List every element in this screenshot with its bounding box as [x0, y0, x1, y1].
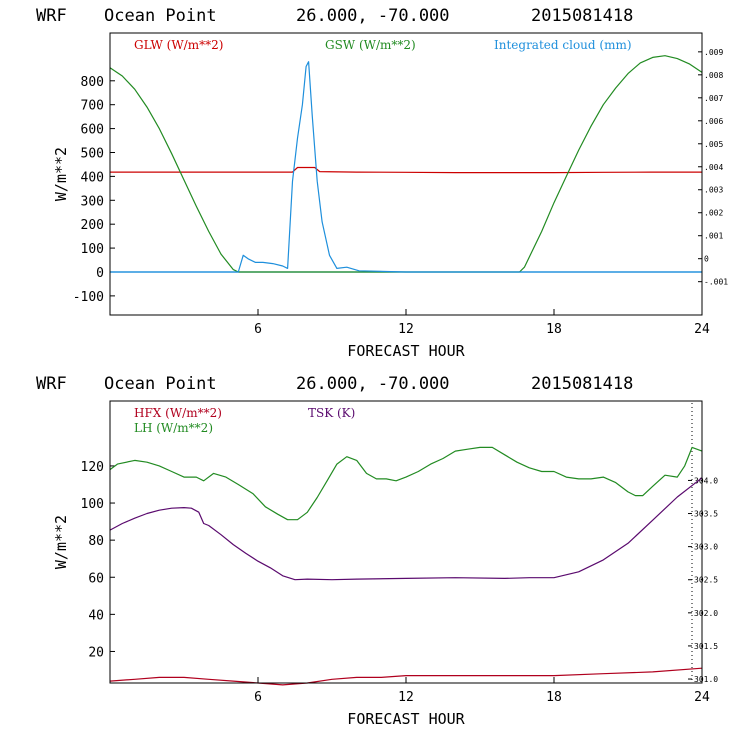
panel2-header-location: Ocean Point	[104, 374, 217, 394]
series-line-integrated-cloud	[110, 61, 702, 273]
right-tick-label: .004	[704, 163, 723, 172]
x-tick-label: 12	[398, 690, 414, 705]
panel2-y-ticks: 20 40 60 80 100 120	[81, 460, 115, 660]
right-tick-label: .007	[704, 94, 723, 103]
panel1-header-location: Ocean Point	[104, 6, 217, 26]
x-tick-label: 18	[546, 322, 562, 337]
panel1-header-model: WRF	[36, 6, 67, 26]
right-tick-label: .008	[704, 71, 723, 80]
panel1-y-ticks: -100 0 100 200 300 400 500 600 700 800	[73, 75, 115, 305]
y-tick-label: 60	[88, 571, 104, 586]
legend-hfx: HFX (W/m**2)	[134, 406, 222, 420]
flux-panel: WRF Ocean Point 26.000, -70.000 20150814…	[36, 374, 718, 728]
panel1-series	[109, 55, 703, 273]
right-tick-label: 301.0	[694, 675, 718, 684]
right-tick-label: .005	[704, 140, 723, 149]
legend-tsk: TSK (K)	[308, 406, 355, 420]
panel1-header-coords: 26.000, -70.000	[296, 6, 450, 26]
right-tick-label: 303.0	[694, 543, 718, 552]
right-tick-label: .001	[704, 232, 723, 241]
series-line-gsw	[109, 55, 703, 273]
right-tick-label: 304.0	[694, 476, 718, 485]
y-tick-label: 120	[81, 460, 104, 475]
x-tick-label: 24	[694, 690, 710, 705]
series-line-lh	[109, 446, 703, 521]
right-tick-label: 0	[704, 255, 709, 264]
legend-glw: GLW (W/m**2)	[134, 38, 223, 52]
panel2-x-axis-label: FORECAST HOUR	[347, 710, 465, 728]
x-tick-label: 6	[254, 690, 262, 705]
y-tick-label: 100	[81, 242, 104, 257]
y-tick-label: 600	[81, 123, 104, 138]
series-line-hfx	[109, 667, 703, 686]
y-tick-label: 300	[81, 194, 104, 209]
x-tick-label: 24	[694, 322, 710, 337]
radiation-panel: WRF Ocean Point 26.000, -70.000 20150814…	[36, 6, 728, 360]
y-tick-label: 800	[81, 75, 104, 90]
panel1-x-ticks: 6 12 18 24	[254, 309, 710, 337]
y-tick-label: 40	[88, 608, 104, 623]
right-tick-label: 301.5	[694, 642, 718, 651]
right-tick-label: .002	[704, 209, 723, 218]
right-tick-label: .006	[704, 117, 723, 126]
right-tick-label: -.001	[704, 278, 728, 287]
y-tick-label: 100	[81, 497, 104, 512]
panel1-right-ticks: -.001 0 .001 .002 .003 .004 .005 .006 .007 .008 .0…	[698, 48, 728, 287]
panel2-plot-frame	[109, 400, 703, 684]
legend-integrated-cloud: Integrated cloud (mm)	[494, 38, 632, 52]
x-tick-label: 12	[398, 322, 414, 337]
panel1-header-run: 2015081418	[531, 6, 633, 26]
panel2-y-axis-label: W/m**2	[52, 515, 70, 569]
right-tick-label: 302.0	[694, 609, 718, 618]
x-tick-label: 6	[254, 322, 262, 337]
series-line-tsk	[109, 477, 703, 581]
y-tick-label: 700	[81, 99, 104, 114]
panel2-header-model: WRF	[36, 374, 67, 394]
y-tick-label: 200	[81, 218, 104, 233]
right-tick-label: 302.5	[694, 576, 718, 585]
panel1-plot-frame	[109, 32, 703, 316]
x-tick-label: 18	[546, 690, 562, 705]
panel2-header-coords: 26.000, -70.000	[296, 374, 450, 394]
panel2-header-run: 2015081418	[531, 374, 633, 394]
y-tick-label: 500	[81, 146, 104, 161]
right-tick-label: 303.5	[694, 510, 718, 519]
panel1-y-axis-label: W/m**2	[52, 147, 70, 201]
series-line-glw	[110, 166, 702, 174]
right-tick-label: .003	[704, 186, 723, 195]
y-tick-label: 0	[96, 266, 104, 281]
panel2-right-ticks: 301.0 301.5 302.0 302.5 303.0 303.5 304.0	[688, 476, 718, 684]
y-tick-label: 20	[88, 645, 104, 660]
legend-gsw: GSW (W/m**2)	[325, 38, 416, 52]
right-tick-label: .009	[704, 48, 723, 57]
panel2-x-ticks: 6 12 18 24	[254, 677, 710, 705]
y-tick-label: 80	[88, 534, 104, 549]
panel2-series	[109, 446, 703, 686]
panel1-x-axis-label: FORECAST HOUR	[347, 342, 465, 360]
y-tick-label: 400	[81, 170, 104, 185]
y-tick-label: -100	[73, 290, 104, 305]
legend-lh: LH (W/m**2)	[134, 421, 213, 435]
